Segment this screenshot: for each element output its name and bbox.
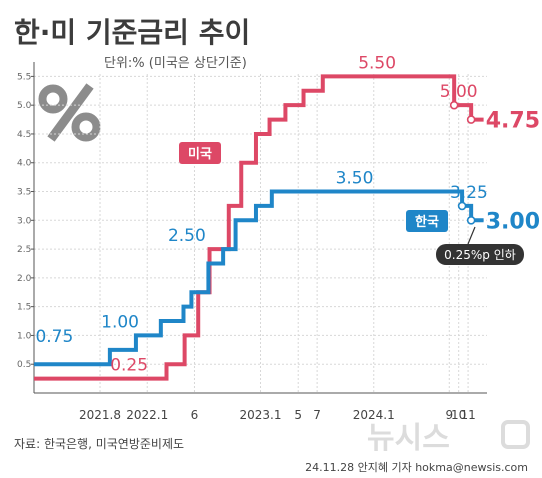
y-tick-label: 2.5: [17, 245, 31, 255]
y-tick-label: 0.5: [17, 360, 31, 370]
x-tick-label: 7: [313, 408, 321, 422]
korea-cut-marker-nov: [466, 216, 476, 225]
legend-tag-us-label: 미국: [188, 146, 212, 162]
grid-lines: [31, 74, 487, 393]
unit-note: 단위:% (미국은 상단기준): [104, 56, 247, 71]
x-tick-label: 2024.1: [353, 408, 395, 422]
watermark-logo-mark: [501, 420, 530, 449]
watermark-logo: 뉴시스: [367, 421, 450, 456]
y-tick-label: 4.5: [17, 130, 31, 140]
x-tick-label: 2023.1: [240, 408, 282, 422]
x-tick-label: 2021.8: [79, 408, 121, 422]
y-tick-labels: 0.5 1.0 1.5 2.0 2.5 3.0 3.5 4.0 4.5 5.0 5.5: [17, 72, 32, 370]
legend-tag-korea: 한국: [406, 210, 448, 232]
us-rate-label: 0.25: [110, 356, 148, 376]
y-tick-label: 5.0: [17, 101, 32, 111]
korea-rate-label: 0.75: [35, 327, 73, 347]
x-tick-label: 5: [294, 408, 302, 422]
korea-rate-label: 1.00: [101, 312, 139, 332]
legend-tag-korea-box: [406, 210, 448, 232]
cut-callout-pointer: [467, 226, 476, 245]
percent-icon: [38, 83, 101, 142]
x-tick-label: 10: [451, 408, 466, 422]
korea-rate-line: [34, 189, 484, 367]
data-labels: 0.25 5.50 5.00 4.75 0.75 1.00 2.50 3.50 3.25 3.00: [35, 53, 540, 375]
axes: [33, 62, 487, 394]
korea-rate-label: 3.25: [450, 183, 488, 203]
cut-callout: 0.25%p 인하: [436, 226, 524, 265]
page-title: 한·미 기준금리 추이: [14, 16, 250, 49]
series-lines: [34, 74, 484, 381]
y-tick-label: 3.0: [17, 216, 32, 226]
cut-callout-label: 0.25%p 인하: [444, 248, 516, 262]
y-tick-label: 2.0: [17, 274, 32, 284]
us-rate-label: 5.00: [440, 82, 478, 102]
credit-line: 24.11.28 안지혜 기자 hokma@newsis.com: [305, 461, 528, 474]
cut-callout-box: [436, 244, 524, 265]
x-tick-label: 9: [445, 408, 453, 422]
korea-rate-label: 3.00: [486, 209, 540, 234]
source-note: 자료: 한국은행, 미국연방준비제도: [14, 436, 184, 451]
x-tick-label: 11: [460, 408, 475, 422]
y-tick-label: 1.0: [17, 331, 32, 341]
legend-tag-us: 미국: [179, 142, 221, 164]
legend-tag-us-box: [179, 142, 221, 164]
korea-cut-marker-oct: [457, 201, 467, 211]
legend-tag-korea-label: 한국: [415, 214, 439, 230]
y-tick-label: 4.0: [17, 159, 32, 169]
us-rate-label: 5.50: [358, 53, 396, 73]
us-cut-marker-nov: [466, 115, 476, 124]
us-rate-label: 4.75: [486, 109, 540, 134]
y-tick-label: 5.5: [17, 72, 31, 82]
korea-rate-label: 2.50: [168, 226, 206, 246]
x-tick-label: 2022.1: [126, 408, 168, 422]
x-tick-label: 6: [191, 408, 199, 422]
y-tick-label: 3.5: [17, 188, 31, 198]
y-tick-label: 1.5: [17, 303, 31, 313]
us-rate-line: [34, 74, 484, 381]
korea-rate-label: 3.50: [336, 169, 374, 189]
us-cut-marker-sep: [449, 100, 459, 110]
